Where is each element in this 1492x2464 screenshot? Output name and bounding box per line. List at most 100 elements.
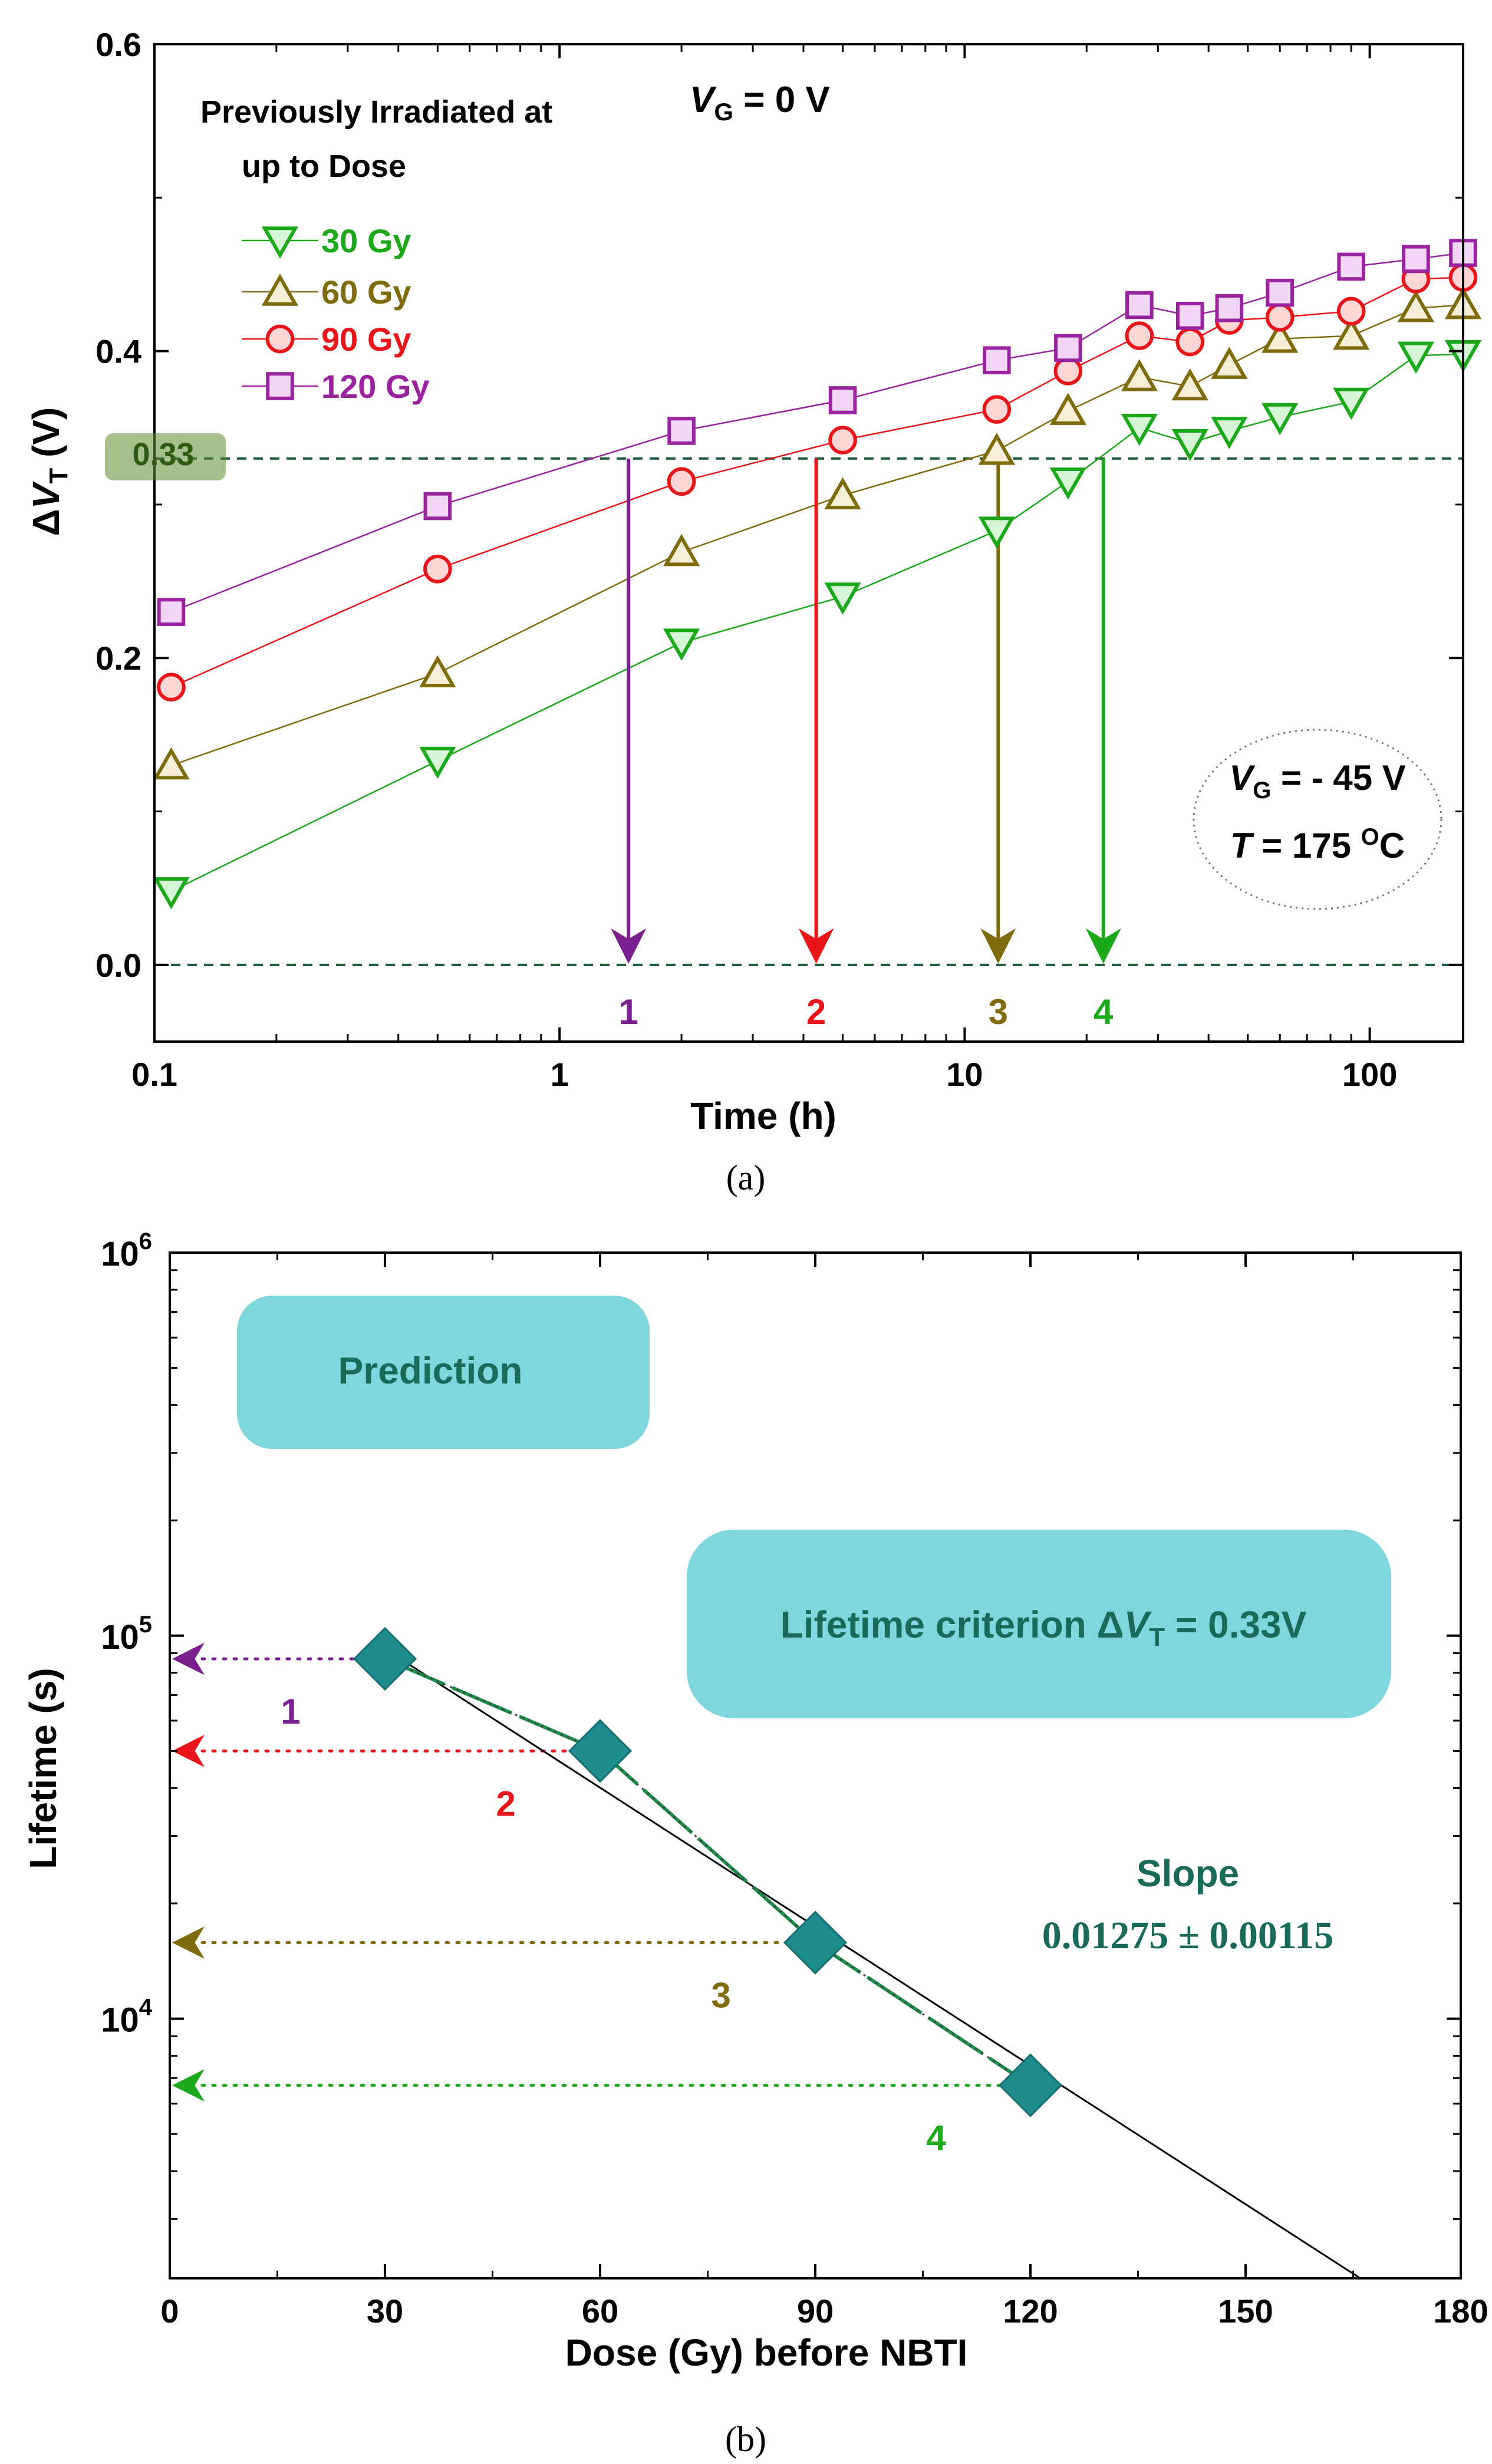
data-point	[1049, 467, 1087, 500]
threshold-arrow-head	[798, 928, 834, 964]
arrow-label: 3	[989, 992, 1008, 1032]
dose-arrow-head	[172, 2069, 205, 2102]
data-point	[667, 467, 696, 496]
panel-b: Prediction Lifetime criterion ΔVT = 0.33…	[22, 1228, 1488, 2459]
header-sub: G	[714, 98, 733, 126]
data-point	[1265, 303, 1295, 332]
lifetime-point	[568, 1719, 633, 1783]
data-point	[1171, 429, 1208, 462]
data-point	[1053, 357, 1083, 386]
x-tick-label: 90	[797, 2292, 834, 2330]
arrow-label: 2	[806, 992, 826, 1032]
panel-a-label: (a)	[726, 1158, 766, 1197]
y-tick-exponent: 4	[139, 1995, 153, 2021]
legend-title-line2: up to Dose	[242, 149, 406, 184]
y-tick-exponent: 5	[139, 1612, 152, 1638]
panel-a-xlabel: Time (h)	[690, 1095, 836, 1137]
data-point	[667, 417, 696, 445]
legend-marker	[265, 324, 295, 354]
header-rest: = 0 V	[733, 80, 830, 120]
x-tick-label: 0	[160, 2292, 179, 2330]
data-point	[419, 746, 456, 779]
data-point	[153, 877, 190, 910]
ylabel-delta: Δ	[25, 509, 67, 536]
panel-a-legend: 30 Gy 60 Gy 90 Gy 120 Gy	[242, 222, 430, 405]
data-point	[1262, 403, 1299, 436]
panel-b-fit	[377, 1643, 1361, 2279]
data-point	[828, 386, 857, 414]
cond2-unit: C	[1379, 826, 1405, 865]
cond2-rest: = 175	[1252, 826, 1361, 865]
panel-a-ylabel: ΔVT (V)	[25, 407, 73, 536]
legend-entry-label: 60 Gy	[321, 274, 411, 311]
data-point	[1125, 321, 1154, 350]
ylabel-unit: (V)	[25, 407, 67, 468]
data-point	[978, 433, 1016, 465]
data-point	[419, 655, 456, 688]
threshold-label-box	[105, 433, 226, 480]
x-tick-label: 100	[1342, 1056, 1397, 1093]
data-point	[978, 516, 1016, 549]
legend-marker	[261, 274, 299, 306]
x-tick-label: 1	[551, 1056, 569, 1093]
cond1-var: V	[1229, 758, 1256, 798]
x-tick-label: 180	[1433, 2292, 1488, 2330]
y-tick-label: 0.6	[95, 26, 141, 63]
threshold-arrow-head	[980, 928, 1016, 964]
cond1-sub: G	[1253, 778, 1271, 803]
data-point	[983, 346, 1011, 375]
prediction-label: Prediction	[338, 1349, 523, 1392]
slope-value: 0.01275 ± 0.00115	[1042, 1914, 1334, 1957]
panel-a-markers	[153, 239, 1482, 910]
data-point	[1171, 368, 1208, 401]
condition-temperature: T = 175 OC	[1230, 824, 1405, 865]
data-point	[1397, 289, 1435, 322]
legend-entry-label: 120 Gy	[321, 368, 430, 405]
lifetime-point	[998, 2053, 1063, 2117]
panel-a-arrows: 1 2 3 4	[611, 458, 1121, 1032]
data-point	[1397, 341, 1435, 374]
data-connect-line	[384, 1657, 1032, 2087]
criterion-box	[687, 1530, 1391, 1718]
lifetime-point	[353, 1626, 417, 1691]
y-tick-label: 106	[101, 1228, 152, 1273]
threshold-arrow-head	[1085, 928, 1121, 964]
data-point	[824, 477, 861, 510]
legend-entry-label: 30 Gy	[321, 222, 411, 259]
panel-b-arrows: 1 2 3 4	[172, 1642, 1009, 2158]
dose-arrow-label: 2	[496, 1784, 515, 1823]
dose-arrow-head	[172, 1926, 205, 1959]
panel-a-ticks: 0.1 1 10 100 0.0 0.2 0.4 0.6	[95, 26, 1463, 1093]
panel-b-xlabel: Dose (Gy) before NBTI	[565, 2331, 968, 2374]
header-gate-voltage: VG = 0 V	[690, 80, 830, 126]
data-point	[1215, 294, 1244, 322]
panel-a-reference-lines	[154, 457, 1463, 966]
criterion-var: V	[1124, 1603, 1152, 1646]
y-tick-label: 0.2	[95, 640, 141, 677]
data-point	[1054, 334, 1082, 363]
criterion-label: Lifetime criterion ΔVT = 0.33V	[780, 1603, 1307, 1652]
condition-gate-voltage: VG = - 45 V	[1229, 758, 1406, 803]
y-tick-label: 105	[101, 1612, 152, 1656]
data-point	[423, 492, 452, 521]
dose-arrow-head	[172, 1734, 205, 1767]
threshold-arrow-head	[611, 928, 647, 964]
x-tick-label: 120	[1003, 2292, 1058, 2330]
conditions-ellipse	[1193, 729, 1442, 910]
criterion-rest: = 0.33V	[1165, 1603, 1307, 1646]
dose-arrow-head	[172, 1642, 205, 1675]
data-point	[1211, 417, 1248, 449]
criterion-sub: T	[1149, 1623, 1165, 1652]
legend-title-line1: Previously Irradiated at	[200, 94, 552, 130]
ylabel-sub: T	[44, 468, 73, 484]
panel-a: 1 2 3 4 0.1 1 10 100 0.0 0.2 0.4 0.6 0.33 Time (h)…	[25, 26, 1482, 1197]
data-point	[1121, 413, 1158, 446]
data-point	[1121, 359, 1158, 391]
data-point	[1262, 321, 1299, 353]
data-point	[663, 628, 700, 661]
dose-arrow-label: 4	[926, 2119, 946, 2158]
data-point	[1337, 252, 1365, 281]
x-tick-label: 60	[582, 2292, 618, 2330]
